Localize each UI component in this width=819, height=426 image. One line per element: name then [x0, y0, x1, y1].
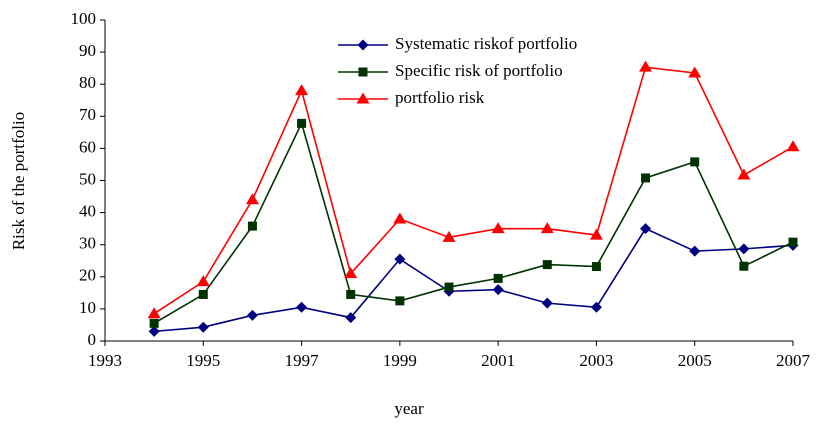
- data-point: [640, 223, 652, 235]
- data-point: [393, 212, 407, 224]
- x-tick-label: 2005: [678, 351, 712, 370]
- y-tick-label: 0: [88, 330, 97, 349]
- data-point: [689, 245, 701, 257]
- x-tick-label: 2003: [579, 351, 613, 370]
- data-point: [148, 325, 160, 337]
- data-point: [690, 157, 700, 167]
- data-point: [444, 282, 454, 292]
- data-point: [688, 66, 702, 78]
- x-tick-label: 1993: [88, 351, 122, 370]
- y-tick-label: 20: [79, 266, 96, 285]
- y-tick-label: 40: [79, 202, 96, 221]
- series-line: [153, 66, 794, 315]
- data-point: [245, 193, 259, 205]
- legend-label: Specific risk of portfolio: [395, 61, 563, 80]
- data-point: [492, 284, 504, 296]
- data-point: [345, 312, 357, 324]
- data-point: [246, 309, 258, 321]
- data-point: [590, 301, 602, 313]
- data-point: [491, 222, 505, 234]
- legend-marker: [357, 39, 369, 51]
- data-point: [641, 173, 651, 183]
- legend-marker: [356, 92, 370, 104]
- y-tick-label: 30: [79, 234, 96, 253]
- data-point: [442, 230, 456, 242]
- y-tick-label: 90: [79, 41, 96, 60]
- series-line: [154, 227, 794, 333]
- x-tick-label: 2007: [776, 351, 811, 370]
- data-point: [295, 84, 309, 96]
- data-point: [737, 168, 751, 180]
- data-point: [738, 243, 750, 255]
- data-point: [346, 289, 356, 299]
- x-tick-label: 1997: [285, 351, 320, 370]
- y-tick-label: 60: [79, 137, 96, 156]
- legend-marker: [358, 67, 368, 77]
- data-point: [786, 140, 800, 152]
- y-tick-label: 70: [79, 105, 96, 124]
- x-tick-label: 1999: [383, 351, 417, 370]
- data-point: [149, 318, 159, 328]
- y-axis-label: Risk of the portfolio: [9, 112, 28, 250]
- data-point: [395, 296, 405, 306]
- data-point: [541, 297, 553, 309]
- data-point: [296, 301, 308, 313]
- data-point: [739, 261, 749, 271]
- y-tick-label: 80: [79, 73, 96, 92]
- data-point: [788, 237, 798, 247]
- data-point: [247, 221, 257, 231]
- data-point: [639, 60, 653, 72]
- legend-label: Systematic riskof portfolio: [395, 34, 577, 53]
- data-point: [297, 118, 307, 128]
- series-line: [153, 121, 794, 325]
- data-point: [198, 289, 208, 299]
- data-point: [344, 267, 358, 279]
- legend-label: portfolio risk: [395, 88, 485, 107]
- y-tick-label: 100: [71, 9, 97, 28]
- data-point: [591, 262, 601, 272]
- data-point: [589, 228, 603, 240]
- x-axis-label: year: [394, 399, 424, 418]
- y-tick-label: 50: [79, 169, 96, 188]
- data-point: [493, 273, 503, 283]
- data-point: [147, 307, 161, 319]
- data-point: [542, 260, 552, 270]
- data-point: [197, 321, 209, 333]
- x-tick-label: 2001: [481, 351, 515, 370]
- data-point: [540, 222, 554, 234]
- y-tick-label: 10: [79, 298, 96, 317]
- data-point: [196, 275, 210, 287]
- x-tick-label: 1995: [186, 351, 220, 370]
- data-point: [394, 253, 406, 265]
